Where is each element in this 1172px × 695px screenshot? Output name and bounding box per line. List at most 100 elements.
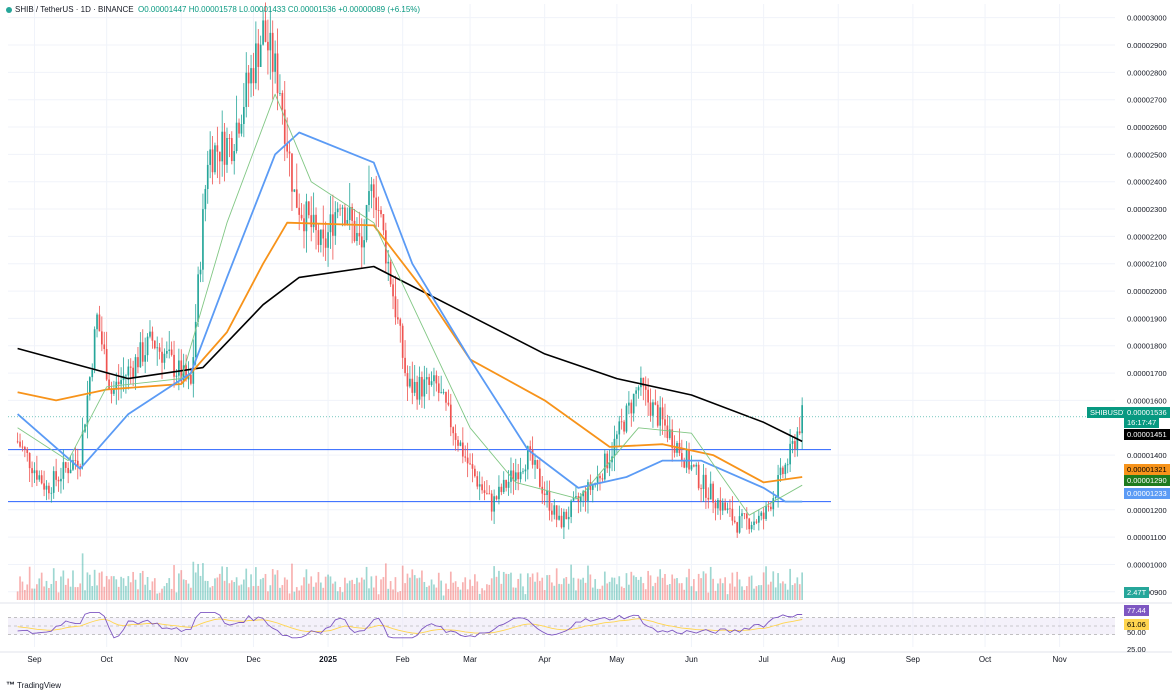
candle-body	[204, 189, 207, 210]
candle-body	[791, 441, 794, 444]
candle-body	[72, 460, 74, 470]
candle-body	[103, 344, 106, 350]
candle-body	[57, 479, 60, 482]
candle-body	[770, 506, 772, 510]
volume-bar	[271, 569, 274, 600]
volume-bar	[512, 587, 515, 600]
volume-bar	[76, 587, 79, 600]
candle-body	[683, 460, 686, 468]
candle-body	[209, 149, 211, 165]
volume-bar	[440, 580, 443, 600]
candle-body	[461, 442, 464, 457]
volume-bar	[26, 584, 29, 600]
candle-body	[772, 498, 775, 510]
volume-bar	[199, 575, 202, 600]
price-axis[interactable]: 0.00003000 0.00002900 0.00002800 0.00002700…	[1127, 14, 1167, 597]
volume-bar	[168, 578, 171, 600]
symbol-title[interactable]: SHIB / TetherUS · 1D · BINANCE	[15, 5, 134, 14]
volume-bar	[524, 594, 527, 600]
volume-bar	[700, 578, 702, 600]
volume-bar	[786, 589, 789, 600]
countdown-badge: 16:17:47	[1124, 417, 1160, 428]
volume-bar	[551, 582, 553, 600]
volume-bar	[486, 584, 488, 600]
candle-body	[652, 402, 654, 416]
candle-body	[640, 377, 642, 388]
volume-bar	[683, 589, 686, 600]
price-tick-label: 0.00002700	[1127, 96, 1167, 105]
moving-averages	[17, 93, 803, 516]
volume-bar	[206, 580, 209, 600]
candle-body	[774, 496, 777, 499]
candle-body	[517, 472, 520, 480]
candle-body	[572, 497, 575, 501]
volume-bar	[57, 592, 60, 600]
volume-bar	[565, 577, 568, 600]
candle-body	[76, 460, 79, 467]
candle-body	[165, 351, 168, 354]
volume-bar	[55, 580, 57, 600]
candle-body	[620, 421, 623, 423]
volume-bar	[418, 577, 421, 600]
price-tick-label: 0.00002500	[1127, 150, 1167, 159]
candle-body	[202, 209, 204, 270]
volume-bar	[281, 585, 284, 600]
volume-bar	[606, 583, 609, 600]
volume-bar	[163, 586, 166, 600]
volume-bar	[339, 587, 341, 600]
volume-bar	[363, 579, 366, 600]
candle-body	[16, 441, 19, 443]
candle-body	[91, 370, 94, 378]
volume-bar	[543, 590, 546, 600]
tradingview-logo[interactable]: ™︎ TradingView	[6, 680, 61, 690]
candle-body	[563, 511, 565, 528]
volume-bar	[647, 570, 649, 600]
volume-bar	[293, 591, 296, 600]
horizontal-levels[interactable]	[8, 449, 831, 503]
candle-body	[129, 366, 132, 368]
candle-body	[353, 220, 356, 241]
volume-bar	[16, 591, 19, 600]
volume-bar	[697, 573, 700, 600]
time-tick-label: Nov	[1053, 655, 1067, 664]
volume-bar	[303, 577, 305, 600]
candle-body	[411, 378, 414, 393]
volume-bar	[654, 582, 657, 600]
volume-bar	[295, 587, 298, 600]
volume-bar	[572, 577, 575, 600]
candle-body	[360, 236, 363, 248]
time-axis[interactable]: Sep Oct Nov Dec 2025 Feb Mar Apr May Jun Jul Aug Sep…	[27, 655, 1066, 664]
candle-body	[303, 218, 305, 232]
candle-body	[185, 365, 187, 380]
candle-body	[536, 460, 539, 469]
candle-body	[647, 389, 649, 403]
candle-body	[738, 516, 741, 533]
candle-body	[38, 475, 41, 480]
candle-body	[452, 427, 455, 434]
candle-body	[584, 491, 587, 501]
candle-body	[459, 442, 462, 446]
time-tick-label: Sep	[906, 655, 921, 664]
volume-bar	[534, 581, 536, 600]
volume-bar	[36, 584, 38, 600]
volume-bar	[587, 565, 589, 600]
volume-bar	[721, 583, 724, 600]
volume-bar	[548, 574, 551, 600]
volume-bar	[382, 577, 385, 600]
candle-body	[324, 238, 327, 248]
candle-body	[211, 149, 214, 173]
volume-bar	[161, 588, 163, 600]
volume-bar	[307, 583, 310, 600]
candle-body	[233, 151, 236, 162]
volume-bar	[283, 577, 286, 600]
candle-body	[228, 137, 231, 139]
candle-body	[327, 232, 329, 248]
candle-body	[555, 505, 558, 520]
candle-body	[175, 375, 178, 377]
candle-body	[245, 72, 248, 107]
candle-body	[702, 474, 705, 490]
candle-body	[447, 402, 450, 405]
volume-bar	[782, 581, 784, 600]
volume-bar	[767, 584, 770, 600]
